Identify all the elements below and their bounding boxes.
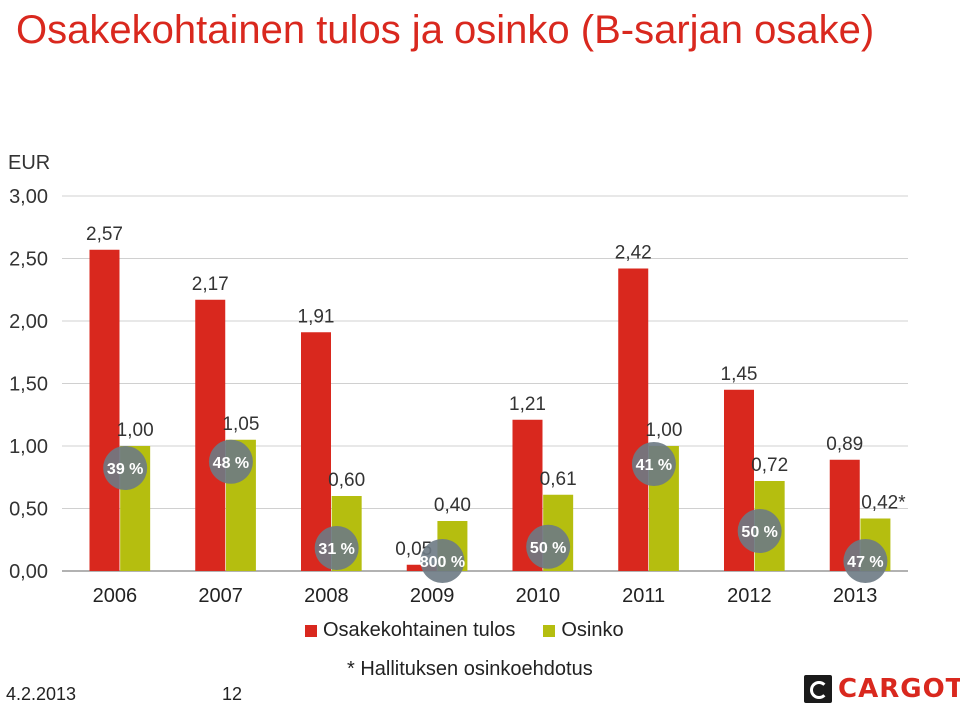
- dividend-value-label: 0,72: [751, 455, 788, 476]
- payout-badge: [631, 442, 676, 486]
- legend-item-eps: Osakekohtainen tulos: [305, 619, 515, 642]
- dividend-value-label: 0,40: [434, 495, 471, 516]
- payout-badge: [843, 539, 888, 583]
- x-tick-label: 2006: [93, 585, 138, 607]
- eps-value-label: 2,57: [86, 224, 123, 245]
- footnote: * Hallituksen osinkoehdotus: [347, 658, 593, 680]
- cargotec-logo: CARGOTEC: [804, 674, 960, 704]
- legend-label-eps: Osakekohtainen tulos: [323, 619, 516, 641]
- eps-value-label: 2,17: [192, 274, 229, 295]
- y-tick-label: 1,00: [9, 436, 48, 458]
- logo-text: CARGOTEC: [838, 674, 960, 704]
- payout-badge: [420, 539, 465, 583]
- x-tick-label: 2012: [727, 585, 772, 607]
- legend-label-dividend: Osinko: [561, 619, 624, 641]
- payout-badge: [103, 446, 148, 490]
- x-tick-label: 2009: [410, 585, 455, 607]
- payout-ratio-label: 50 %: [741, 524, 777, 541]
- dividend-value-label: 0,42*: [861, 493, 906, 514]
- legend-item-dividend: Osinko: [543, 619, 624, 642]
- eps-value-label: 1,21: [509, 394, 546, 415]
- payout-ratio-label: 41 %: [636, 457, 672, 474]
- y-tick-label: 3,00: [9, 186, 48, 208]
- dividend-value-label: 0,61: [540, 469, 577, 490]
- payout-ratio-label: 50 %: [530, 540, 566, 557]
- chart-legend: Osakekohtainen tulos Osinko: [305, 619, 624, 642]
- payout-badge: [526, 524, 571, 569]
- payout-badge: [737, 509, 782, 553]
- y-tick-label: 0,00: [9, 561, 48, 583]
- payout-badge: [208, 439, 253, 484]
- dividend-value-label: 1,00: [117, 420, 154, 441]
- payout-ratio-label: 31 %: [318, 541, 354, 558]
- x-tick-label: 2007: [198, 585, 243, 607]
- dividend-value-label: 1,05: [222, 414, 259, 435]
- x-tick-label: 2011: [622, 585, 665, 607]
- payout-ratio-label: 800 %: [420, 554, 465, 571]
- payout-ratio-label: 48 %: [213, 455, 249, 472]
- y-tick-label: 2,00: [9, 311, 48, 333]
- payout-ratio-label: 47 %: [847, 554, 883, 571]
- dividend-value-label: 1,00: [645, 420, 682, 441]
- bar-eps-2011: [618, 268, 649, 571]
- page-number: 12: [222, 684, 243, 704]
- slide-date: 4.2.2013: [6, 684, 77, 704]
- eps-value-label: 1,45: [721, 364, 758, 385]
- logo-icon: [804, 675, 832, 703]
- legend-swatch-eps: [305, 624, 317, 637]
- eps-value-label: 0,89: [826, 434, 863, 455]
- x-tick-label: 2010: [516, 585, 561, 607]
- payout-ratio-label: 39 %: [107, 461, 143, 478]
- eps-value-label: 1,91: [298, 306, 335, 327]
- dividend-value-label: 0,60: [328, 470, 365, 491]
- bar-eps-2006: [89, 249, 120, 571]
- y-tick-label: 0,50: [9, 499, 48, 521]
- y-tick-label: 1,50: [9, 374, 48, 396]
- y-axis-unit: EUR: [8, 152, 51, 174]
- bar-eps-2007: [195, 299, 226, 571]
- payout-badge: [314, 526, 359, 570]
- x-tick-label: 2013: [833, 585, 878, 607]
- eps-value-label: 2,42: [615, 243, 652, 264]
- x-tick-label: 2008: [304, 585, 349, 607]
- y-tick-label: 2,50: [9, 249, 48, 271]
- page-title: Osakekohtainen tulos ja osinko (B-sarjan…: [16, 8, 875, 52]
- legend-swatch-dividend: [543, 624, 556, 637]
